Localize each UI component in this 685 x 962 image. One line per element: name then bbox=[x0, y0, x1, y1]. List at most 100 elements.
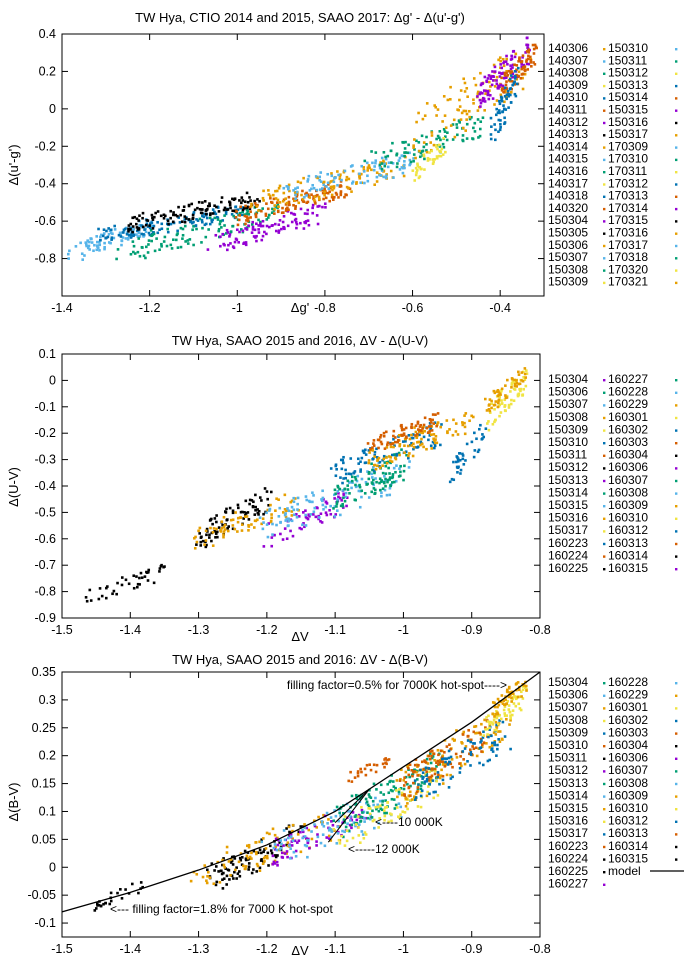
data-point bbox=[384, 155, 387, 159]
data-point bbox=[308, 846, 311, 850]
data-point bbox=[452, 460, 455, 464]
legend-marker bbox=[675, 404, 678, 407]
data-point bbox=[392, 453, 396, 457]
data-point bbox=[385, 173, 388, 176]
data-point bbox=[429, 444, 433, 448]
data-point bbox=[322, 497, 325, 501]
data-point bbox=[442, 761, 445, 765]
data-point bbox=[311, 206, 314, 210]
data-point bbox=[203, 543, 206, 546]
data-point bbox=[349, 815, 352, 818]
data-point bbox=[417, 141, 421, 144]
data-point bbox=[420, 431, 423, 434]
data-point bbox=[221, 863, 224, 867]
data-point bbox=[360, 815, 364, 819]
data-point bbox=[243, 241, 246, 245]
data-point bbox=[440, 756, 444, 759]
data-point bbox=[233, 197, 237, 200]
data-point bbox=[392, 798, 396, 801]
legend-label: 160307 bbox=[608, 763, 648, 777]
data-point bbox=[491, 701, 495, 704]
data-point bbox=[419, 790, 423, 794]
data-point bbox=[314, 175, 318, 178]
data-point bbox=[355, 182, 358, 185]
data-point bbox=[277, 231, 281, 234]
data-point bbox=[406, 151, 409, 155]
data-point bbox=[295, 198, 299, 202]
data-point bbox=[293, 199, 296, 202]
data-point bbox=[461, 421, 464, 424]
data-point bbox=[291, 534, 295, 538]
legend-label: 150306 bbox=[548, 688, 588, 702]
data-point bbox=[380, 169, 384, 173]
data-point bbox=[373, 165, 376, 168]
data-point bbox=[346, 488, 350, 491]
data-point bbox=[410, 444, 413, 447]
data-point bbox=[287, 183, 291, 187]
data-point bbox=[382, 434, 386, 438]
data-point bbox=[398, 444, 401, 448]
data-point bbox=[505, 54, 508, 58]
data-point bbox=[234, 215, 238, 219]
data-point bbox=[439, 774, 443, 778]
data-point bbox=[386, 154, 390, 158]
data-point bbox=[218, 881, 222, 884]
legend-marker bbox=[675, 707, 678, 710]
data-point bbox=[308, 514, 311, 518]
data-point bbox=[504, 76, 508, 79]
data-point bbox=[529, 61, 533, 64]
data-point bbox=[140, 232, 143, 236]
data-point bbox=[371, 446, 374, 450]
data-point bbox=[270, 513, 273, 516]
data-point bbox=[249, 199, 252, 202]
data-point bbox=[495, 75, 499, 79]
data-point bbox=[385, 446, 389, 449]
data-point bbox=[273, 207, 276, 211]
data-point bbox=[428, 752, 432, 755]
data-point bbox=[394, 440, 397, 444]
data-point bbox=[216, 218, 220, 221]
data-point bbox=[285, 852, 288, 855]
data-point bbox=[439, 425, 443, 429]
data-point bbox=[158, 248, 161, 252]
data-point bbox=[464, 459, 467, 462]
data-point bbox=[343, 821, 347, 824]
data-point bbox=[386, 165, 390, 169]
data-point bbox=[210, 218, 213, 222]
data-point bbox=[332, 180, 336, 184]
data-point bbox=[495, 723, 498, 727]
data-point bbox=[492, 731, 496, 734]
data-point bbox=[223, 206, 227, 210]
data-point bbox=[484, 728, 487, 731]
data-point bbox=[481, 763, 485, 767]
data-point bbox=[111, 232, 114, 236]
data-point bbox=[97, 903, 101, 907]
data-point bbox=[265, 523, 269, 526]
data-point bbox=[526, 43, 530, 47]
data-point bbox=[247, 843, 251, 847]
data-point bbox=[323, 202, 327, 206]
data-point bbox=[158, 228, 161, 232]
data-point bbox=[342, 461, 345, 465]
data-point bbox=[366, 169, 369, 172]
data-point bbox=[199, 540, 203, 544]
data-point bbox=[222, 863, 226, 867]
data-point bbox=[256, 518, 259, 522]
data-point bbox=[344, 825, 348, 829]
data-point bbox=[413, 779, 417, 782]
data-point bbox=[299, 181, 303, 185]
data-point bbox=[392, 429, 396, 433]
data-point bbox=[237, 506, 240, 510]
data-point bbox=[334, 191, 338, 195]
data-point bbox=[348, 810, 352, 813]
data-point bbox=[521, 379, 525, 383]
data-point bbox=[400, 423, 403, 427]
data-point bbox=[507, 406, 511, 409]
data-point bbox=[472, 730, 476, 734]
data-point bbox=[267, 522, 270, 525]
data-point bbox=[503, 100, 506, 104]
data-point bbox=[521, 56, 524, 59]
data-point bbox=[268, 225, 271, 229]
data-point bbox=[332, 827, 336, 831]
data-point bbox=[422, 154, 426, 158]
